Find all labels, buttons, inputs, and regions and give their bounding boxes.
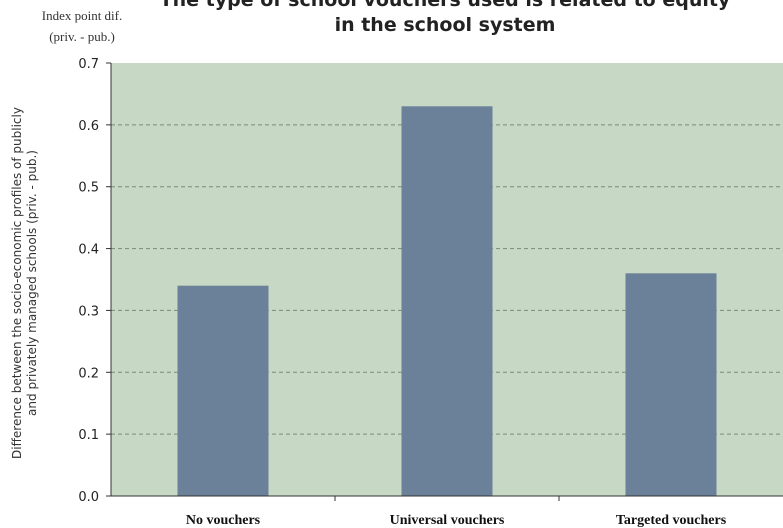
bar-targeted-vouchers [625, 273, 717, 496]
category-label: Targeted vouchers [616, 513, 727, 528]
y-tick-label: 0.7 [78, 57, 99, 72]
y-tick-label: 0.3 [78, 304, 99, 319]
category-label: No vouchers [186, 513, 261, 528]
y-axis-label-line-2: and privately managed schools (priv. - p… [25, 150, 39, 416]
chart-title-line-2: in the school system [335, 14, 556, 36]
y-tick-label: 0.6 [78, 119, 99, 134]
y-tick-label: 0.0 [78, 490, 99, 505]
bars [177, 106, 717, 497]
chart-title-line-1: The type of school vouchers used is rela… [160, 0, 731, 11]
y-axis-label-line-1: Difference between the socio-economic pr… [10, 107, 24, 459]
x-ticks [334, 496, 560, 501]
y-tick-label: 0.2 [78, 366, 99, 381]
y-tick-label: 0.1 [78, 428, 99, 443]
bar-no-vouchers [177, 285, 269, 496]
y-tick-label: 0.4 [78, 243, 99, 258]
y-unit-label-line-2: (priv. - pub.) [49, 29, 115, 44]
y-tick-label: 0.5 [78, 181, 99, 196]
y-ticks: 0.0 0.1 0.2 0.3 0.4 0.5 0.6 0.7 [78, 57, 111, 505]
y-unit-label-line-1: Index point dif. [42, 8, 123, 23]
category-label: Universal vouchers [390, 513, 505, 528]
category-labels: No vouchers Universal vouchers Targeted vo… [186, 513, 727, 528]
bar-universal-vouchers [401, 106, 493, 497]
